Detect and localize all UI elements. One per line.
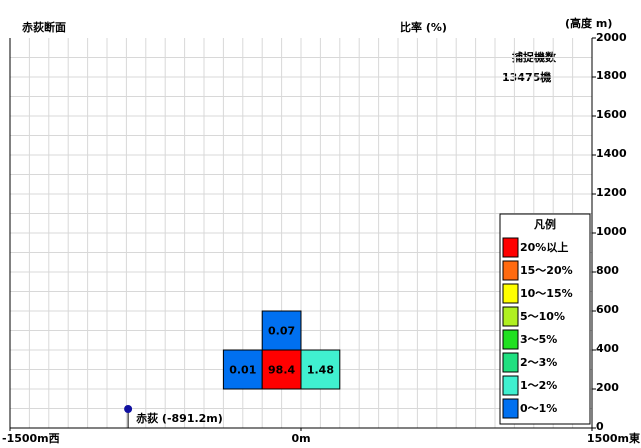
cell-label: 0.01 [229,364,256,377]
legend-swatch [502,283,519,304]
legend-swatch [502,260,519,281]
station-label: 赤荻 (-891.2m) [136,411,223,425]
y-tick-label: 600 [596,303,619,316]
cell-label: 1.48 [307,364,334,377]
legend-swatch [502,237,519,258]
chart-title: 赤荻断面 [22,20,66,34]
y-tick-label: 200 [596,381,619,394]
y-tick-label: 1000 [596,225,627,238]
legend-swatch [502,398,519,419]
legend-label: 1～2% [520,379,557,392]
legend-swatch [502,375,519,396]
legend-label: 15～20% [520,264,573,277]
legend-label: 5～10% [520,310,565,323]
y-tick-label: 1600 [596,108,627,121]
y-tick-label: 800 [596,264,619,277]
y-tick-label: 400 [596,342,619,355]
x-tick-label: 1500m東 [587,431,641,445]
y-tick-label: 1800 [596,69,627,82]
legend-label: 10～15% [520,287,573,300]
legend-title: 凡例 [534,217,556,231]
legend-swatch [502,329,519,350]
cell [300,349,341,390]
y-tick-label: 1200 [596,186,627,199]
y-tick-label: 0 [596,420,604,433]
y-axis-label: (高度 m) [565,16,612,30]
legend-label: 3～5% [520,333,557,346]
station-marker [124,405,133,413]
x-tick-label: -1500m西 [2,432,60,445]
legend-label: 0～1% [520,402,557,415]
legend-label: 20%以上 [520,240,568,254]
cell [261,310,302,351]
cell [222,349,263,390]
cell [261,349,302,390]
x-tick-label: 0m [291,432,310,445]
y-tick-label: 1400 [596,147,627,160]
legend-swatch [502,306,519,327]
cell-label: 0.07 [268,325,295,338]
y-tick-label: 2000 [596,31,627,44]
value-label: 比率 (%) [400,20,447,34]
cell-label: 98.4 [268,364,295,377]
legend-swatch [502,352,519,373]
legend-label: 2～3% [520,356,557,369]
